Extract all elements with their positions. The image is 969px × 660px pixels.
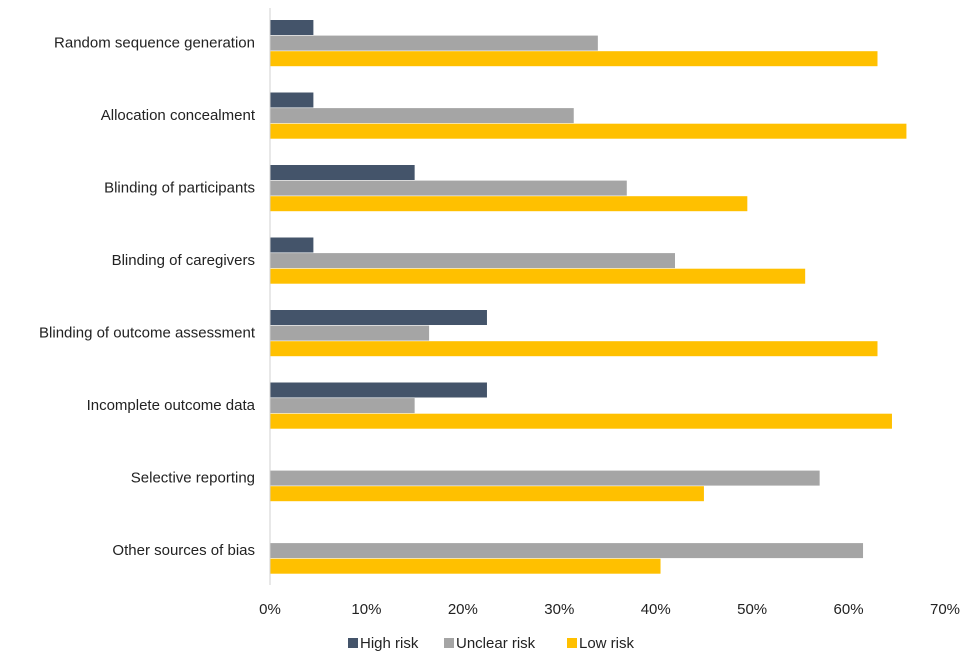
bar-unclear-risk <box>270 35 598 51</box>
x-tick-label: 20% <box>448 601 478 618</box>
category-label: Blinding of outcome assessment <box>39 325 256 342</box>
legend-label: Unclear risk <box>456 635 536 652</box>
category-label: Allocation concealment <box>101 107 256 124</box>
category-labels: Random sequence generation Allocation con… <box>39 35 256 560</box>
bar-unclear-risk <box>270 253 675 269</box>
bar-high-risk <box>270 382 487 398</box>
bar-unclear-risk <box>270 398 415 414</box>
category-label: Blinding of caregivers <box>112 252 255 269</box>
bar-low-risk <box>270 413 892 429</box>
x-tick-label: 70% <box>930 601 960 618</box>
bar-unclear-risk <box>270 543 864 559</box>
bar-high-risk <box>270 20 314 35</box>
bar-unclear-risk <box>270 470 820 486</box>
legend-swatch <box>348 638 358 648</box>
x-tick-label: 0% <box>259 601 281 618</box>
bar-low-risk <box>270 196 748 212</box>
category-label: Other sources of bias <box>112 542 255 559</box>
bar-low-risk <box>270 123 907 139</box>
legend-label: High risk <box>360 635 419 652</box>
x-tick-label: 10% <box>351 601 381 618</box>
bar-low-risk <box>270 558 661 574</box>
bar-low-risk <box>270 486 704 502</box>
bar-unclear-risk <box>270 325 430 341</box>
legend-label: Low risk <box>579 635 635 652</box>
category-label: Blinding of participants <box>104 180 255 197</box>
bar-low-risk <box>270 268 806 284</box>
bar-unclear-risk <box>270 180 627 196</box>
x-tick-label: 60% <box>834 601 864 618</box>
legend-swatch <box>444 638 454 648</box>
x-tick-labels: 0% 10% 20% 30% 40% 50% 60% 70% <box>259 601 960 618</box>
bar-high-risk <box>270 92 314 108</box>
bar-low-risk <box>270 51 878 67</box>
x-tick-label: 30% <box>544 601 574 618</box>
legend-swatch <box>567 638 577 648</box>
bar-low-risk <box>270 341 878 357</box>
bars-layer <box>270 20 907 574</box>
bar-high-risk <box>270 237 314 253</box>
legend: High risk Unclear risk Low risk <box>348 635 635 652</box>
category-label: Random sequence generation <box>54 35 255 52</box>
category-label: Selective reporting <box>131 470 255 487</box>
bar-unclear-risk <box>270 108 574 124</box>
category-label: Incomplete outcome data <box>87 397 256 414</box>
x-tick-label: 50% <box>737 601 767 618</box>
x-tick-label: 40% <box>641 601 671 618</box>
bar-high-risk <box>270 165 415 180</box>
bar-high-risk <box>270 310 487 325</box>
